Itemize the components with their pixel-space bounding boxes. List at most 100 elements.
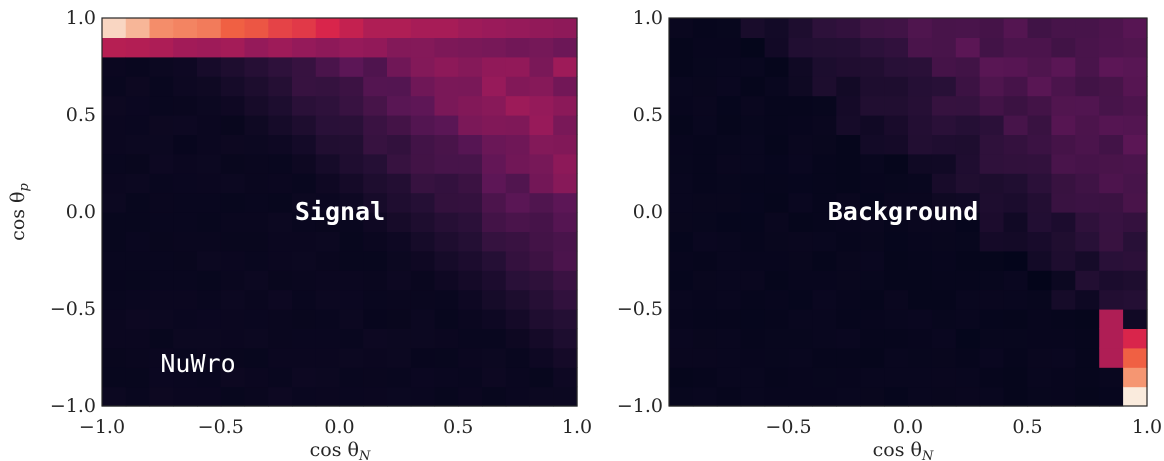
signal-heatmap-cell	[292, 76, 317, 97]
background-heatmap-cell	[740, 37, 766, 58]
signal-heatmap-cell	[553, 367, 578, 388]
background-heatmap-cell	[979, 270, 1005, 291]
background-heatmap-cell	[812, 192, 837, 213]
signal-heatmap-cell	[434, 367, 459, 388]
background-heatmap-cell	[860, 18, 885, 38]
background-heatmap-cell	[1099, 115, 1124, 135]
background-heatmap-cell	[788, 367, 813, 388]
background-panel: −1.0 −0.5 0.0 0.5 1.0 −0.5 0.0 0.5 1.0 Backgrou…	[617, 7, 1162, 461]
signal-heatmap-cell	[173, 270, 198, 291]
signal-heatmap-cell	[102, 367, 127, 388]
background-heatmap-cell	[1123, 18, 1148, 38]
background-heatmap-cell	[1123, 231, 1148, 252]
signal-heatmap-cell	[434, 289, 459, 310]
signal-heatmap-cell	[387, 328, 412, 349]
signal-heatmap-cell	[482, 212, 507, 232]
background-heatmap-cell	[1123, 153, 1148, 174]
background-heatmap-cell	[812, 347, 837, 368]
background-heatmap-cell	[1051, 347, 1076, 368]
signal-heatmap-cell	[363, 231, 388, 252]
background-heatmap-cell	[979, 18, 1005, 38]
background-heatmap-cell	[740, 367, 766, 388]
signal-heatmap-cell	[410, 347, 436, 368]
signal-heatmap-cell	[458, 328, 483, 349]
signal-heatmap-cell	[315, 37, 341, 58]
signal-heatmap-cell	[553, 76, 578, 97]
signal-heatmap-cell	[220, 95, 246, 116]
background-y-tick-label: −1.0	[617, 395, 663, 417]
signal-heatmap-cell	[553, 115, 578, 135]
background-heatmap-cell	[764, 367, 790, 388]
background-heatmap-cell	[908, 173, 933, 194]
background-heatmap-cell	[812, 250, 837, 271]
signal-x-axis-label-sub: N	[358, 449, 371, 461]
signal-heatmap-cell	[339, 95, 364, 116]
signal-heatmap-cell	[125, 37, 151, 58]
background-heatmap-cell	[740, 192, 766, 213]
signal-y-tick-label: −0.5	[50, 298, 96, 320]
signal-heatmap-cell	[102, 309, 127, 329]
background-heatmap-cell	[812, 153, 837, 174]
background-heatmap-cell	[884, 309, 909, 329]
background-heatmap-cell	[669, 115, 694, 135]
background-heatmap-cell	[1027, 134, 1052, 155]
background-heatmap-cell	[1123, 347, 1148, 368]
background-heatmap-cell	[1075, 270, 1100, 291]
background-heatmap-cell	[860, 212, 885, 232]
signal-heatmap-cell	[292, 18, 317, 38]
signal-heatmap-cell	[505, 289, 531, 310]
signal-heatmap-cell	[315, 347, 341, 368]
background-heatmap-cell	[1051, 95, 1076, 116]
signal-heatmap-cell	[149, 76, 174, 97]
signal-heatmap-cell	[529, 192, 554, 213]
signal-heatmap-cell	[315, 76, 341, 97]
background-y-tick-label: 1.0	[633, 7, 663, 29]
background-heatmap-cell	[740, 56, 766, 77]
signal-heatmap-cell	[292, 367, 317, 388]
signal-heatmap-cell	[125, 153, 151, 174]
background-heatmap-cell	[716, 386, 742, 407]
signal-x-axis-label: cos θN	[310, 439, 371, 461]
background-heatmap-cell	[669, 192, 694, 213]
signal-heatmap-cell	[387, 309, 412, 329]
signal-heatmap-cell	[125, 95, 151, 116]
background-heatmap-cell	[979, 367, 1005, 388]
background-heatmap-cell	[716, 367, 742, 388]
background-heatmap-cell	[812, 115, 837, 135]
background-heatmap-cell	[836, 56, 861, 77]
signal-heatmap-cell	[339, 76, 364, 97]
background-heatmap-cell	[716, 134, 742, 155]
signal-heatmap-cell	[505, 270, 531, 291]
background-heatmap-cell	[692, 250, 718, 271]
background-heatmap-cell	[1075, 56, 1100, 77]
background-heatmap-cell	[955, 192, 981, 213]
signal-heatmap-cell	[125, 250, 151, 271]
background-heatmap-cell	[669, 386, 694, 407]
signal-heatmap-cell	[220, 115, 246, 135]
signal-heatmap-cell	[482, 192, 507, 213]
signal-heatmap-cell	[315, 192, 341, 213]
background-heatmap-cell	[860, 289, 885, 310]
background-heatmap-cell	[764, 95, 790, 116]
background-heatmap-cell	[1099, 173, 1124, 194]
background-heatmap-cell	[764, 56, 790, 77]
background-heatmap-cell	[1027, 270, 1052, 291]
signal-heatmap-cell	[410, 173, 436, 194]
signal-heatmap-cell	[125, 56, 151, 77]
signal-y-tick-label: 0.0	[66, 201, 96, 223]
signal-heatmap-cell	[292, 192, 317, 213]
background-heatmap-cell	[955, 212, 981, 232]
background-heatmap-cell	[1027, 192, 1052, 213]
background-heatmap-cell	[1123, 56, 1148, 77]
background-heatmap-cell	[884, 134, 909, 155]
background-heatmap-cell	[860, 231, 885, 252]
signal-x-tick-label: −1.0	[79, 416, 125, 438]
background-heatmap-cell	[1003, 95, 1029, 116]
signal-heatmap-cell	[339, 347, 364, 368]
background-heatmap-cell	[692, 328, 718, 349]
signal-heatmap-cell	[220, 231, 246, 252]
signal-heatmap-cell	[149, 212, 174, 232]
background-heatmap-cell	[884, 212, 909, 232]
background-heatmap-cell	[1123, 76, 1148, 97]
background-heatmap-cell	[884, 76, 909, 97]
